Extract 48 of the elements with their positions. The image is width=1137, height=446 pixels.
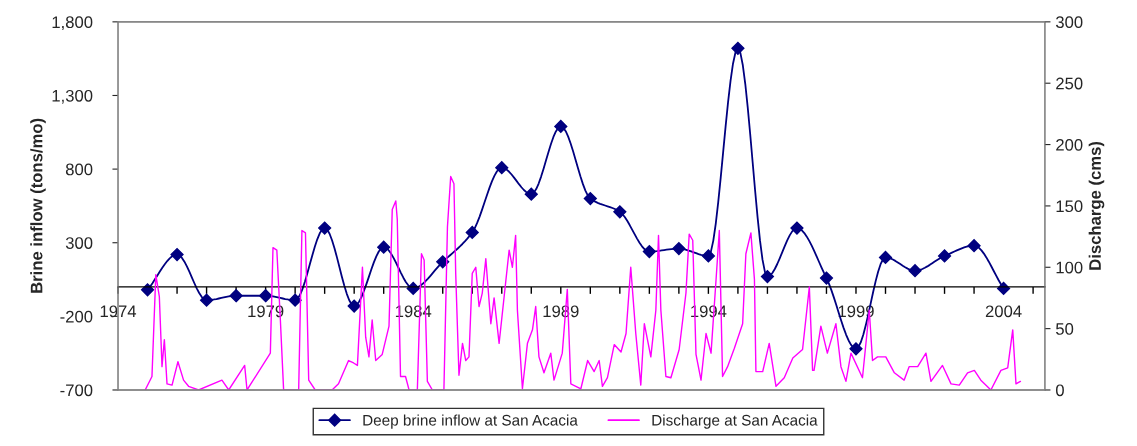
point bbox=[613, 205, 627, 219]
point bbox=[436, 255, 450, 269]
y-tick-label: 800 bbox=[65, 163, 93, 176]
x-tick-label: 1974 bbox=[100, 305, 137, 318]
point bbox=[937, 249, 952, 263]
point bbox=[878, 250, 893, 265]
point bbox=[495, 161, 509, 175]
y2-tick-label: 250 bbox=[1056, 77, 1083, 90]
point bbox=[347, 299, 361, 313]
point bbox=[524, 187, 538, 201]
y2-tick-label: 0 bbox=[1055, 384, 1064, 397]
point bbox=[288, 293, 302, 307]
y2-axis-title: Discharge (cms) bbox=[1088, 141, 1105, 270]
y2-tick-label: 200 bbox=[1056, 138, 1083, 151]
point bbox=[377, 240, 391, 254]
y2-tick-label: 300 bbox=[1055, 16, 1083, 29]
point bbox=[259, 289, 273, 303]
point bbox=[199, 293, 214, 307]
legend-label: Discharge at San Acacia bbox=[652, 414, 818, 429]
point bbox=[465, 225, 479, 240]
x-tick-label: 2004 bbox=[985, 305, 1022, 318]
point bbox=[908, 264, 922, 278]
y-tick-label: -700 bbox=[60, 384, 93, 397]
point bbox=[140, 283, 155, 297]
y-tick-label: 1,800 bbox=[52, 16, 93, 31]
point bbox=[318, 221, 332, 235]
point bbox=[701, 249, 715, 263]
point bbox=[229, 289, 243, 303]
point bbox=[170, 247, 184, 262]
legend-label: Deep brine inflow at San Acacia bbox=[363, 414, 578, 429]
y-tick-label: 1,300 bbox=[52, 89, 93, 104]
point bbox=[819, 271, 834, 285]
point bbox=[731, 41, 745, 55]
y2-tick-label: 50 bbox=[1055, 323, 1074, 335]
point bbox=[790, 221, 804, 235]
y-tick-label: -200 bbox=[60, 310, 93, 323]
y2-tick-label: 150 bbox=[1056, 200, 1083, 213]
line-series bbox=[144, 175, 1022, 390]
y-axis-title: Brine inflow (tons/mo) bbox=[30, 118, 46, 293]
point bbox=[672, 242, 686, 256]
point bbox=[642, 244, 656, 259]
y-tick-label: 300 bbox=[65, 237, 93, 249]
point bbox=[583, 191, 597, 206]
point bbox=[554, 119, 568, 133]
point bbox=[849, 342, 863, 356]
y2-tick-label: 100 bbox=[1056, 261, 1083, 274]
point bbox=[967, 239, 981, 253]
point bbox=[760, 270, 775, 284]
